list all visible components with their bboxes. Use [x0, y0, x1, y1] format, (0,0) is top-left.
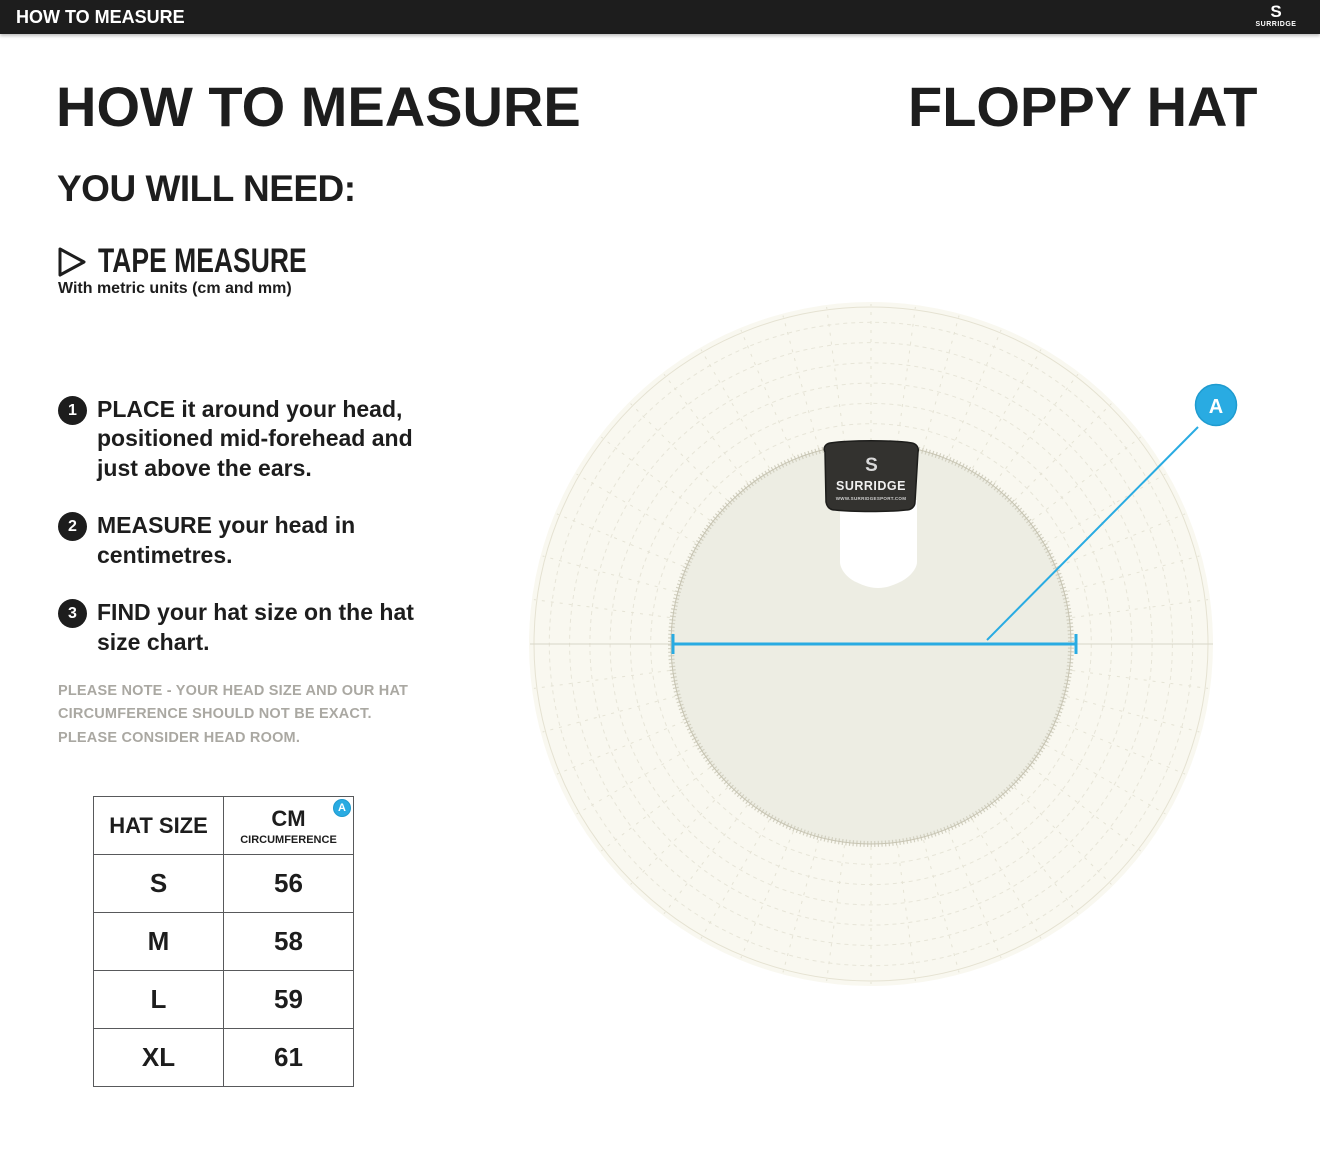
svg-text:WWW.SURRIDGESPORT.COM: WWW.SURRIDGESPORT.COM — [836, 496, 907, 501]
svg-text:SURRIDGE: SURRIDGE — [836, 479, 906, 493]
svg-text:S: S — [865, 455, 877, 476]
svg-text:A: A — [1209, 396, 1223, 418]
